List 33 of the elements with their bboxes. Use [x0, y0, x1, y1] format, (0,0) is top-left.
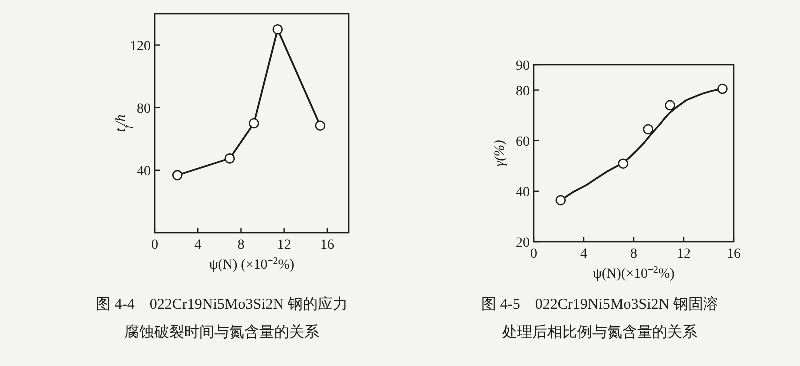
y-tick-label: 90	[516, 59, 530, 74]
x-tick-label: 8	[238, 238, 245, 253]
point	[315, 120, 326, 131]
x-tick-label: 16	[320, 238, 334, 253]
x-tick-label: 8	[630, 247, 638, 262]
point	[643, 124, 654, 135]
x-tick-label: 0	[530, 247, 538, 262]
y-tick-label: 80	[516, 84, 530, 100]
x-tick-label: 12	[677, 247, 691, 262]
x-tick-label: 12	[277, 238, 292, 253]
point	[249, 118, 260, 129]
y-tick-label: 40	[516, 185, 530, 200]
point	[272, 24, 284, 35]
point	[172, 170, 183, 181]
point	[224, 154, 236, 164]
x-axis-title: ψ(N) (×10$^{−2}$%)	[209, 256, 295, 273]
x-tick-label: 0	[152, 238, 158, 253]
y-tick-label: 120	[130, 39, 151, 54]
point	[718, 84, 728, 94]
x-axis-title: ψ(N)(×10$^{−2}$%)	[593, 264, 676, 282]
x-tick-label: 4	[194, 238, 202, 253]
y-tick-label: 80	[137, 102, 151, 117]
text: 图 4-5 022Cr19Ni5Mo3Si2N 钢固溶处理后相比例与氮含量的关系	[480, 295, 720, 343]
y-tick-label: 20	[516, 236, 530, 251]
y-tick-label: 60	[516, 134, 530, 150]
x-tick-label: 4	[580, 247, 588, 262]
x-tick-label: 16	[727, 247, 741, 262]
y-tick-label: 40	[137, 164, 151, 180]
point	[665, 100, 676, 111]
y-axis-title: γ(%)	[493, 140, 508, 167]
point	[556, 195, 566, 206]
text: 图 4-4 022Cr19Ni5Mo3Si2N 钢的应力腐蚀破裂时间与氮含量的关系	[95, 295, 349, 343]
point	[618, 158, 629, 170]
